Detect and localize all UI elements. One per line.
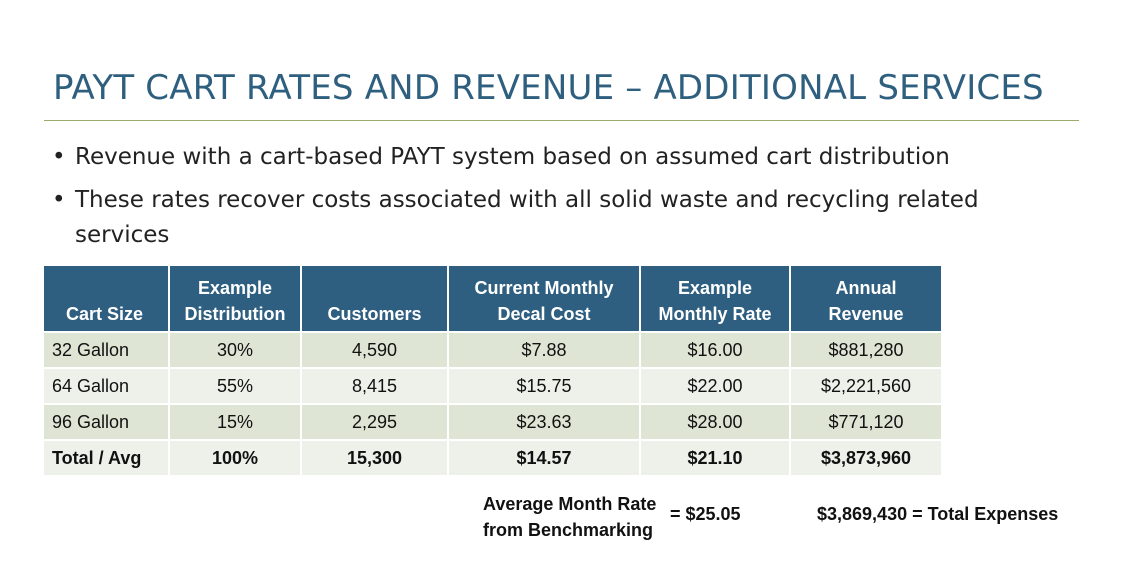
header-line: Revenue — [828, 304, 904, 324]
header-cart-size: Cart Size — [44, 266, 170, 333]
cell-customers: 4,590 — [302, 333, 449, 369]
cell-annual-revenue: $771,120 — [791, 405, 943, 441]
table-header-row: Cart Size Example Distribution Customers… — [44, 266, 943, 333]
cell-customers: 15,300 — [302, 441, 449, 477]
cell-customers: 2,295 — [302, 405, 449, 441]
header-example-distribution: Example Distribution — [170, 266, 302, 333]
bullet-text: These rates recover costs associated wit… — [75, 187, 979, 248]
cell-annual-revenue: $2,221,560 — [791, 369, 943, 405]
header-line: Monthly Rate — [658, 304, 772, 324]
table-row: 32 Gallon 30% 4,590 $7.88 $16.00 $881,28… — [44, 333, 943, 369]
cell-decal-cost: $23.63 — [449, 405, 641, 441]
header-line: Current Monthly — [474, 278, 614, 298]
header-current-monthly-decal-cost: Current Monthly Decal Cost — [449, 266, 641, 333]
total-expenses: $3,869,430 = Total Expenses — [817, 504, 1059, 524]
cell-decal-cost: $7.88 — [449, 333, 641, 369]
header-line: Example — [197, 278, 273, 298]
cell-annual-revenue: $3,873,960 — [791, 441, 943, 477]
bullet-text: Revenue with a cart-based PAYT system ba… — [75, 144, 950, 170]
table-total-row: Total / Avg 100% 15,300 $14.57 $21.10 $3… — [44, 441, 943, 477]
cell-cart-size: 96 Gallon — [44, 405, 170, 441]
table-row: 96 Gallon 15% 2,295 $23.63 $28.00 $771,1… — [44, 405, 943, 441]
cell-customers: 8,415 — [302, 369, 449, 405]
cell-distribution: 30% — [170, 333, 302, 369]
cell-monthly-rate: $28.00 — [641, 405, 791, 441]
benchmark-label-line: Average Month Rate — [483, 494, 657, 514]
header-line: Annual — [835, 278, 897, 298]
cell-cart-size: Total / Avg — [44, 441, 170, 477]
cell-monthly-rate: $21.10 — [641, 441, 791, 477]
slide-title: PAYT CART RATES AND REVENUE – ADDITIONAL… — [53, 68, 1044, 108]
bullet-dot-icon: • — [52, 144, 66, 170]
bullet-item: • These rates recover costs associated w… — [52, 183, 1052, 253]
header-line: Decal Cost — [497, 304, 591, 324]
cell-distribution: 100% — [170, 441, 302, 477]
header-example-monthly-rate: Example Monthly Rate — [641, 266, 791, 333]
cell-distribution: 55% — [170, 369, 302, 405]
header-line: Distribution — [184, 304, 286, 324]
cell-decal-cost: $15.75 — [449, 369, 641, 405]
cell-cart-size: 64 Gallon — [44, 369, 170, 405]
bullet-item: • Revenue with a cart-based PAYT system … — [52, 140, 1052, 175]
title-divider — [44, 120, 1079, 121]
header-customers: Customers — [302, 266, 449, 333]
header-line: Example — [677, 278, 753, 298]
cell-monthly-rate: $16.00 — [641, 333, 791, 369]
header-annual-revenue: Annual Revenue — [791, 266, 943, 333]
benchmark-label-line: from Benchmarking — [483, 520, 654, 540]
rates-table: Cart Size Example Distribution Customers… — [44, 266, 943, 477]
bullet-list: • Revenue with a cart-based PAYT system … — [52, 140, 1052, 261]
benchmark-label: Average Month Rate from Benchmarking — [483, 491, 656, 543]
cell-annual-revenue: $881,280 — [791, 333, 943, 369]
cell-cart-size: 32 Gallon — [44, 333, 170, 369]
table-row: 64 Gallon 55% 8,415 $15.75 $22.00 $2,221… — [44, 369, 943, 405]
cell-monthly-rate: $22.00 — [641, 369, 791, 405]
cell-distribution: 15% — [170, 405, 302, 441]
bullet-dot-icon: • — [52, 187, 66, 213]
cell-decal-cost: $14.57 — [449, 441, 641, 477]
benchmark-value: = $25.05 — [670, 504, 741, 524]
